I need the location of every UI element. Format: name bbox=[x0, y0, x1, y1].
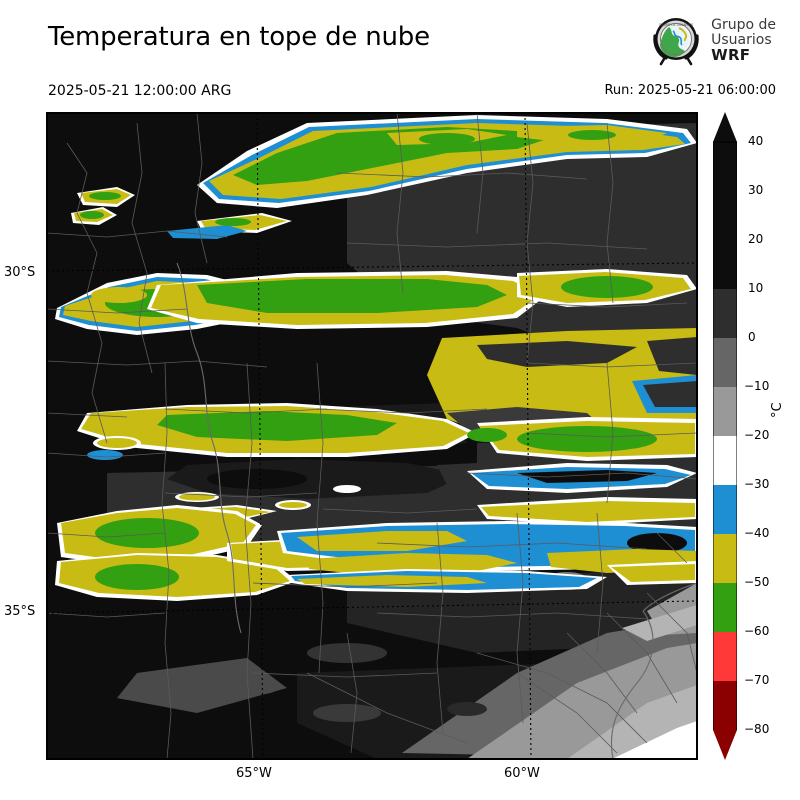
colorbar-tick-m40: −40 bbox=[744, 526, 770, 540]
convective-band-north-1 bbox=[197, 115, 697, 208]
colorbar-tick-30: 30 bbox=[748, 183, 764, 197]
scattered-cells-west bbox=[87, 436, 361, 510]
graticule bbox=[47, 113, 697, 759]
coastline bbox=[176, 262, 697, 759]
colorbar[interactable] bbox=[713, 112, 737, 760]
convective-band-north-3 bbox=[147, 269, 697, 329]
southeast-low-cloud bbox=[117, 572, 697, 759]
map-panel[interactable] bbox=[46, 112, 698, 760]
colorbar-tick-40: 40 bbox=[748, 134, 764, 148]
colorbar-gradient bbox=[713, 112, 737, 760]
axis-label-lon-65: 65°W bbox=[236, 766, 272, 781]
axis-label-lat-30: 30°S bbox=[4, 265, 36, 280]
convective-band-blue-east bbox=[277, 521, 697, 575]
isolated-cells-northwest bbox=[71, 187, 292, 239]
admin-boundaries bbox=[47, 113, 697, 759]
logo: GRUPO DE USUARIOS Grupo de Usuarios WRF bbox=[649, 12, 776, 70]
colorbar-tick-m60: −60 bbox=[744, 624, 770, 638]
colorbar-tick-20: 20 bbox=[748, 232, 764, 246]
colorbar-unit-label: °C bbox=[770, 402, 785, 418]
cloud-top-temperature-field bbox=[47, 113, 697, 759]
logo-line-2: Usuarios bbox=[711, 32, 772, 49]
colorbar-tick-m70: −70 bbox=[744, 673, 770, 687]
page-title: Temperatura en tope de nube bbox=[48, 22, 430, 52]
logo-line-1: Grupo de bbox=[711, 17, 776, 34]
colorbar-tick-10: 10 bbox=[748, 281, 764, 295]
gridline-lat-35 bbox=[47, 600, 697, 614]
logo-line-3: WRF bbox=[711, 45, 751, 64]
band-blue-fringe-south bbox=[287, 561, 697, 593]
gridline-lat-30 bbox=[47, 262, 697, 272]
valid-time-label: 2025-05-21 12:00:00 ARG bbox=[48, 83, 232, 99]
run-time-label: Run: 2025-05-21 06:00:00 bbox=[604, 83, 776, 98]
axis-label-lon-60: 60°W bbox=[504, 766, 540, 781]
globe-emblem-icon: GRUPO DE USUARIOS bbox=[653, 18, 699, 66]
convective-band-central bbox=[77, 403, 697, 461]
colorbar-tick-m50: −50 bbox=[744, 575, 770, 589]
logo-text: Grupo de Usuarios WRF bbox=[711, 18, 776, 63]
colorbar-tick-0: 0 bbox=[748, 330, 756, 344]
colorbar-tick-m20: −20 bbox=[744, 428, 770, 442]
colorbar-tick-m10: −10 bbox=[744, 379, 770, 393]
axis-label-lat-35: 35°S bbox=[4, 604, 36, 619]
colorbar-tick-m30: −30 bbox=[744, 477, 770, 491]
colorbar-tick-m80: −80 bbox=[744, 722, 770, 736]
svg-text:GRUPO DE USUARIOS: GRUPO DE USUARIOS bbox=[659, 23, 694, 27]
